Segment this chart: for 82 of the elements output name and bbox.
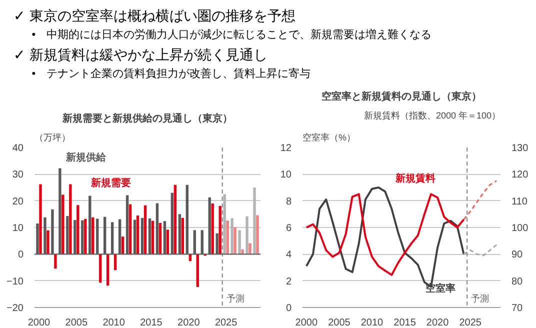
bar <box>181 218 184 254</box>
bar <box>106 254 110 286</box>
y-tick-label: −20 <box>6 303 24 314</box>
bar <box>99 254 102 283</box>
bar <box>114 254 117 270</box>
bar <box>62 194 64 254</box>
bar <box>246 216 248 254</box>
y2-tick-label: 110 <box>512 196 528 208</box>
y2-tick-label: 130 <box>512 143 529 154</box>
y-tick-label: 4 <box>286 250 292 261</box>
y-tick-label: 30 <box>12 170 24 181</box>
x-tick-label: 2000 <box>295 318 318 328</box>
x-tick-label: 2025 <box>459 318 482 328</box>
x-tick-label: 2015 <box>394 318 416 328</box>
text: ✓ 新規賃料は緩やかな上昇が続く見通し <box>13 46 268 62</box>
y-tick-label: 0 <box>18 250 24 261</box>
bar <box>84 218 87 254</box>
bar <box>128 204 132 254</box>
bar <box>76 205 80 254</box>
bar <box>69 184 72 254</box>
bar <box>46 230 50 254</box>
bar <box>39 184 42 254</box>
y-tick-label: 0 <box>286 303 292 314</box>
y-tick-label: −10 <box>6 276 24 288</box>
bar <box>223 194 226 254</box>
bar <box>248 243 252 254</box>
series-label: 新規需要 <box>90 177 131 190</box>
y2-tick-label: 80 <box>512 276 524 288</box>
bar <box>241 249 244 254</box>
x-tick-label: 2010 <box>360 318 384 328</box>
bar <box>226 220 229 254</box>
y-axis-title: （万坪） <box>34 132 70 142</box>
chart-title: 空室率と新規賃料の見通し（東京） <box>322 90 482 102</box>
chart-title: 新規需要と新規供給の見通し（東京） <box>62 112 232 124</box>
y-tick-label: 6 <box>286 223 292 234</box>
bar <box>92 217 94 254</box>
bar <box>253 188 256 254</box>
line-series <box>463 244 498 256</box>
ref-line-label: 予測 <box>471 294 490 304</box>
x-tick-label: 2005 <box>65 318 88 328</box>
x-tick-label: 2015 <box>140 318 163 328</box>
bar <box>234 227 236 254</box>
bar <box>166 230 170 254</box>
y-tick-label: 8 <box>286 196 292 208</box>
x-tick-label: 2020 <box>426 318 450 328</box>
y2-tick-label: 120 <box>512 170 529 181</box>
bar <box>144 205 147 254</box>
y-tick-label: 20 <box>12 196 24 208</box>
bar <box>136 216 140 254</box>
y-tick-label: 40 <box>12 143 24 154</box>
x-tick-label: 2010 <box>102 318 126 328</box>
ref-line-label: 予測 <box>226 294 244 304</box>
y-tick-label: 10 <box>12 223 24 234</box>
y-tick-label: 12 <box>280 143 292 154</box>
bar <box>230 218 234 254</box>
text: ✓ 東京の空室率は概ね横ばい圏の推移を予想 <box>13 7 296 24</box>
line-series <box>305 193 465 276</box>
y2-tick-label: 70 <box>512 303 524 314</box>
x-tick-label: 2020 <box>178 318 200 328</box>
x-tick-label: 2005 <box>328 318 351 328</box>
x-tick-label: 2025 <box>214 318 238 328</box>
y-tick-label: 10 <box>280 170 292 181</box>
y2-axis-title: 新規賃料（指数、2000 年＝100） <box>364 110 501 120</box>
y-tick-label: 2 <box>286 276 292 288</box>
y2-tick-label: 90 <box>512 250 524 261</box>
bar <box>158 222 162 254</box>
bar <box>196 254 199 287</box>
text: • テナント企業の賃料負担力が改善し、賃料上昇に寄与 <box>32 66 311 80</box>
text: • 中期的には日本の労働力人口が減少に転じることで、新規需要は増え難くなる <box>32 28 432 41</box>
y-axis-title: 空室率（%） <box>302 132 356 142</box>
bar <box>174 184 177 254</box>
bar <box>54 254 57 269</box>
bar <box>151 220 154 254</box>
line-series <box>463 180 498 220</box>
bar <box>218 206 222 254</box>
x-tick-label: 2000 <box>28 318 51 328</box>
y2-tick-label: 100 <box>512 223 529 234</box>
bar <box>256 215 259 254</box>
bar <box>211 204 214 254</box>
series-label: 新規賃料 <box>394 172 436 184</box>
bar <box>238 230 241 254</box>
series-label: 新規供給 <box>65 152 108 164</box>
